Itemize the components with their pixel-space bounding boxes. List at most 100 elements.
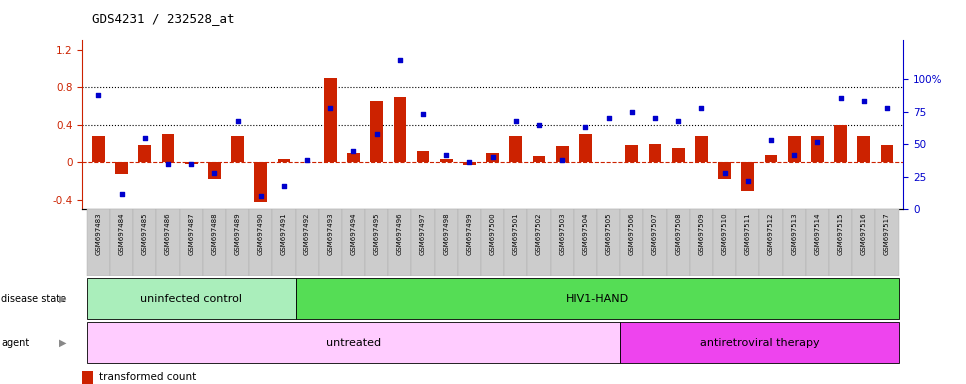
Point bbox=[276, 183, 292, 189]
Bar bbox=[296, 209, 319, 276]
Point bbox=[114, 190, 129, 197]
Bar bbox=[579, 134, 592, 162]
Text: GSM697496: GSM697496 bbox=[397, 213, 403, 255]
Bar bbox=[458, 209, 481, 276]
Bar bbox=[412, 209, 435, 276]
Point bbox=[647, 115, 663, 121]
Text: GSM697509: GSM697509 bbox=[698, 213, 704, 255]
Text: GSM697517: GSM697517 bbox=[884, 213, 890, 255]
Point bbox=[601, 115, 616, 121]
Text: antiretroviral therapy: antiretroviral therapy bbox=[699, 338, 819, 348]
Point bbox=[531, 122, 547, 128]
Text: GSM697505: GSM697505 bbox=[606, 213, 611, 255]
Bar bbox=[82, 371, 93, 384]
Bar bbox=[782, 209, 806, 276]
Point bbox=[763, 137, 779, 144]
Bar bbox=[324, 78, 337, 162]
Point bbox=[554, 157, 570, 163]
Bar bbox=[648, 144, 662, 162]
Bar bbox=[551, 209, 574, 276]
Point bbox=[694, 105, 709, 111]
Bar bbox=[713, 209, 736, 276]
Text: GSM697493: GSM697493 bbox=[327, 213, 333, 255]
Text: disease state: disease state bbox=[1, 293, 66, 304]
Point bbox=[184, 161, 199, 167]
Bar bbox=[115, 162, 128, 174]
Bar bbox=[875, 209, 898, 276]
Bar bbox=[393, 97, 407, 162]
Point bbox=[717, 170, 732, 176]
Bar bbox=[858, 136, 870, 162]
Bar bbox=[249, 209, 272, 276]
Bar bbox=[203, 209, 226, 276]
Bar bbox=[347, 153, 360, 162]
Point bbox=[508, 118, 524, 124]
Text: GSM697515: GSM697515 bbox=[838, 213, 843, 255]
Text: GSM697513: GSM697513 bbox=[791, 213, 797, 255]
Bar bbox=[504, 209, 527, 276]
Point bbox=[369, 131, 384, 137]
Bar bbox=[388, 209, 412, 276]
Bar bbox=[620, 322, 898, 364]
Bar bbox=[765, 155, 778, 162]
Text: GSM697491: GSM697491 bbox=[281, 213, 287, 255]
Text: GDS4231 / 232528_at: GDS4231 / 232528_at bbox=[92, 12, 235, 25]
Point bbox=[485, 154, 500, 161]
Bar bbox=[277, 159, 291, 162]
Bar bbox=[881, 146, 894, 162]
Point bbox=[392, 57, 408, 63]
Bar bbox=[690, 209, 713, 276]
Point bbox=[833, 94, 848, 101]
Text: GSM697503: GSM697503 bbox=[559, 213, 565, 255]
Bar bbox=[231, 136, 243, 162]
Bar bbox=[486, 153, 499, 162]
Text: GSM697501: GSM697501 bbox=[513, 213, 519, 255]
Point bbox=[253, 193, 269, 199]
Bar bbox=[620, 209, 643, 276]
Text: GSM697497: GSM697497 bbox=[420, 213, 426, 255]
Bar bbox=[92, 136, 104, 162]
Bar bbox=[435, 209, 458, 276]
Bar bbox=[667, 209, 690, 276]
Bar bbox=[180, 209, 203, 276]
Bar bbox=[272, 209, 296, 276]
Text: untreated: untreated bbox=[326, 338, 381, 348]
Text: GSM697504: GSM697504 bbox=[582, 213, 588, 255]
Bar bbox=[296, 278, 898, 319]
Bar bbox=[695, 136, 708, 162]
Bar bbox=[788, 136, 801, 162]
Bar bbox=[161, 134, 174, 162]
Text: GSM697500: GSM697500 bbox=[490, 213, 496, 255]
Point bbox=[137, 135, 153, 141]
Point bbox=[439, 152, 454, 158]
Text: GSM697502: GSM697502 bbox=[536, 213, 542, 255]
Text: GSM697487: GSM697487 bbox=[188, 213, 194, 255]
Point bbox=[230, 118, 245, 124]
Bar bbox=[742, 162, 754, 190]
Bar bbox=[806, 209, 829, 276]
Point bbox=[91, 92, 106, 98]
Text: GSM697485: GSM697485 bbox=[142, 213, 148, 255]
Text: HIV1-HAND: HIV1-HAND bbox=[565, 293, 629, 304]
Point bbox=[415, 111, 431, 118]
Bar bbox=[829, 209, 852, 276]
Bar bbox=[481, 209, 504, 276]
Bar bbox=[138, 146, 151, 162]
Bar bbox=[811, 136, 824, 162]
Point bbox=[462, 159, 477, 166]
Text: GSM697483: GSM697483 bbox=[96, 213, 101, 255]
Bar bbox=[133, 209, 156, 276]
Bar bbox=[110, 209, 133, 276]
Bar bbox=[555, 146, 569, 162]
Text: GSM697507: GSM697507 bbox=[652, 213, 658, 255]
Text: GSM697511: GSM697511 bbox=[745, 213, 751, 255]
Bar bbox=[835, 125, 847, 162]
Text: transformed count: transformed count bbox=[99, 372, 196, 382]
Point bbox=[323, 105, 338, 111]
Bar bbox=[643, 209, 667, 276]
Text: GSM697499: GSM697499 bbox=[467, 213, 472, 255]
Text: GSM697494: GSM697494 bbox=[351, 213, 356, 255]
Point bbox=[879, 105, 895, 111]
Text: agent: agent bbox=[1, 338, 29, 348]
Bar bbox=[185, 162, 197, 164]
